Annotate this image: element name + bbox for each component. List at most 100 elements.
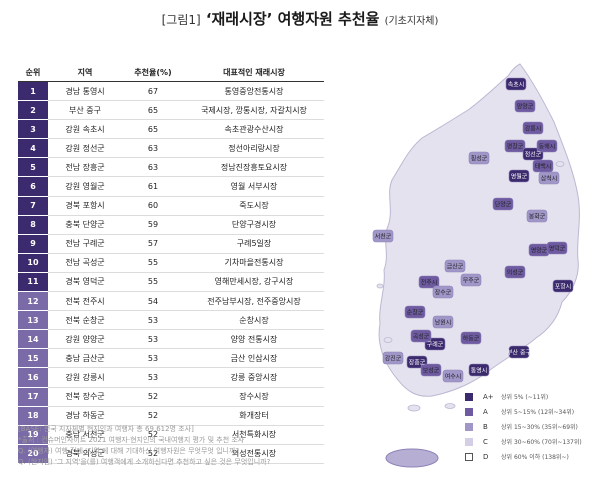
map-label: 횡성군	[471, 155, 488, 163]
legend-label: A+	[483, 392, 494, 401]
rank-cell: 13	[18, 310, 48, 331]
rate-cell: 65	[122, 119, 184, 140]
map-label: 부산 중구	[507, 349, 531, 357]
legend-description: 상위 60% 이하 (138위~)	[501, 454, 569, 461]
market-cell: 순창시장	[184, 310, 324, 331]
map-legend: A+ 상위 5% (~11위) A 상위 5~15% (12위~34위) B 상위 15~…	[465, 389, 595, 464]
figure-number: [그림1]	[161, 13, 201, 27]
map-label: 강릉시	[525, 125, 542, 133]
map-region	[504, 265, 526, 279]
table-row: 20 경북 의성군 52 의성전통시장	[18, 444, 324, 464]
rate-cell: 55	[122, 272, 184, 293]
market-cell: 전주남부시장, 전주중앙시장	[184, 291, 324, 312]
rank-cell: 17	[18, 387, 48, 407]
map-region	[546, 241, 568, 255]
island	[407, 404, 421, 412]
note-question-local: Q. (현지인) '그 지역'을(를) 여행객에게 소개하신다면 추천하고 싶은…	[18, 458, 271, 466]
note-source: *출처 : 컨슈머인사이트 2021 여행자·현지인의 국내여행지 평가 및 추…	[18, 436, 245, 444]
note-question-traveler: Q. (여행자) 여행 전에 '지역'에 대해 기대하신 여행자원은 무엇무엇 …	[18, 447, 240, 455]
map-region	[504, 139, 526, 153]
map-region	[460, 273, 482, 287]
region-cell: 강원 강릉시	[48, 367, 122, 388]
rank-cell: 19	[18, 425, 48, 445]
map-region	[526, 209, 548, 223]
table-row: 4 강원 정선군 63 정선아리랑시장	[18, 138, 324, 159]
table-row: 2 부산 중구 65 국제시장, 깡통시장, 자갈치시장	[18, 100, 324, 121]
table-row: 14 강원 양양군 53 양양 전통시장	[18, 329, 324, 350]
market-cell: 정선아리랑시장	[184, 138, 324, 159]
legend-item: A+ 상위 5% (~11위)	[465, 389, 595, 404]
table-header-row: 순위 지역 추천율(%) 대표적인 재래시장	[18, 64, 324, 82]
market-cell: 장수시장	[184, 387, 324, 407]
title-main: ‘재래시장’ 여행자원 추천율	[205, 10, 380, 28]
legend-item: A 상위 5~15% (12위~34위)	[465, 404, 595, 419]
legend-swatch	[465, 407, 473, 416]
mainland-shape	[378, 63, 580, 397]
table-row: 5 전남 장흥군 63 정남진장흥토요시장	[18, 157, 324, 178]
map-label: 포항시	[555, 283, 572, 291]
table-row: 13 전북 순창군 53 순창시장	[18, 310, 324, 331]
rank-cell: 1	[18, 81, 48, 102]
map-region	[382, 351, 404, 365]
rate-cell: 53	[122, 329, 184, 350]
region-cell: 강원 양양군	[48, 329, 122, 350]
table-row: 11 경북 영덕군 55 영해만세시장, 강구시장	[18, 272, 324, 293]
rank-cell: 6	[18, 176, 48, 197]
rank-cell: 15	[18, 348, 48, 369]
rate-cell: 54	[122, 291, 184, 312]
map-region	[552, 279, 574, 293]
table-row: 7 경북 포항시 60 죽도시장	[18, 196, 324, 216]
legend-label: D	[483, 452, 489, 461]
market-cell: 금산 인삼시장	[184, 348, 324, 369]
rate-cell: 59	[122, 215, 184, 235]
rank-cell: 16	[18, 367, 48, 388]
map-region	[505, 77, 527, 91]
rank-cell: 2	[18, 100, 48, 121]
rank-cell: 11	[18, 272, 48, 293]
map-label: 태백시	[535, 163, 552, 171]
map-label: 장흥군	[409, 359, 426, 367]
map-label: 서천군	[375, 233, 392, 241]
header-rate: 추천율(%)	[122, 64, 184, 82]
rank-cell: 3	[18, 119, 48, 140]
region-cell: 전남 구례군	[48, 234, 122, 254]
map-region	[442, 369, 464, 383]
legend-label: B	[483, 422, 488, 431]
map-region	[410, 329, 432, 343]
map-label: 삼척시	[541, 175, 558, 183]
chart-title: [그림1] ‘재래시장’ 여행자원 추천율 (기초지자체)	[0, 8, 600, 29]
map-region	[372, 229, 394, 243]
rate-cell: 53	[122, 367, 184, 388]
region-cell: 경북 영덕군	[48, 272, 122, 293]
jeju-island	[385, 448, 439, 468]
map-label: 정선군	[525, 151, 542, 159]
map-label: 영월군	[511, 173, 528, 181]
legend-swatch	[465, 392, 473, 401]
rate-cell: 52	[122, 444, 184, 464]
map-label: 단양군	[495, 201, 512, 209]
market-cell: 양양 전통시장	[184, 329, 324, 350]
rank-cell: 18	[18, 406, 48, 426]
legend-item: B 상위 15~30% (35위~69위)	[465, 419, 595, 434]
market-cell: 정남진장흥토요시장	[184, 157, 324, 178]
map-regions	[372, 77, 574, 383]
rank-cell: 8	[18, 215, 48, 235]
legend-description: 상위 5% (~11위)	[501, 394, 549, 401]
table-row: 3 강원 속초시 65 속초관광수산시장	[18, 119, 324, 140]
map-region	[420, 363, 442, 377]
market-cell: 통영중앙전통시장	[184, 81, 324, 102]
map-label: 평창군	[507, 143, 524, 151]
table-row: 12 전북 전주시 54 전주남부시장, 전주중앙시장	[18, 291, 324, 312]
market-cell: 죽도시장	[184, 196, 324, 216]
island	[376, 283, 384, 289]
market-cell: 영해만세시장, 강구시장	[184, 272, 324, 293]
map-label: 전주시	[421, 279, 438, 287]
region-cell: 경북 포항시	[48, 196, 122, 216]
map-label: 무주군	[463, 278, 480, 285]
map-label: 보성군	[423, 367, 440, 375]
map-region	[532, 159, 554, 173]
table-row: 19 충남 서천군 52 서천특화시장	[18, 425, 324, 445]
rate-cell: 61	[122, 176, 184, 197]
map-region	[432, 315, 454, 329]
